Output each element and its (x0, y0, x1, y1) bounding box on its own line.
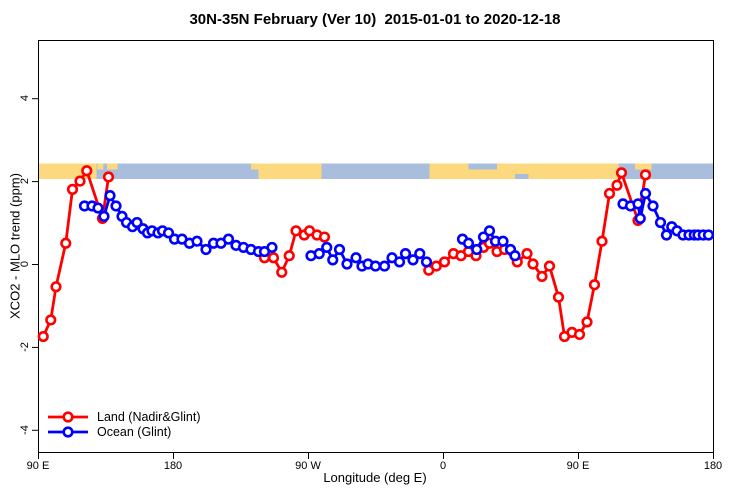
y-tick-label: -2 (19, 342, 31, 352)
x-tick-label: 180 (703, 460, 723, 472)
land-series (37, 165, 652, 343)
x-axis-label: Longitude (deg E) (323, 470, 427, 485)
x-tick-label: 0 (439, 460, 447, 472)
map-strip (38, 163, 713, 179)
y-tick-label: 2 (19, 178, 31, 185)
y-axis-label: XCO2 - MLO trend (ppm) (7, 173, 23, 319)
x-tick-label: 90 E (566, 460, 590, 472)
plot-box (38, 40, 714, 453)
y-tick-label: 4 (19, 95, 31, 102)
ocean-series (78, 187, 715, 272)
x-tick-label: 180 (163, 460, 183, 472)
legend-label-land: Land (Nadir&Glint) (97, 410, 201, 424)
x-tick-label: 90 W (295, 460, 321, 472)
legend-label-ocean: Ocean (Glint) (97, 425, 172, 439)
y-tick-label: -4 (19, 424, 31, 435)
axis-ticks (32, 98, 714, 459)
chart-title: 30N-35N February (Ver 10) 2015-01-01 to … (189, 11, 561, 28)
x-tick-label: 90 E (26, 460, 50, 472)
y-tick-label: 0 (19, 260, 31, 268)
legend-keys (48, 411, 88, 438)
